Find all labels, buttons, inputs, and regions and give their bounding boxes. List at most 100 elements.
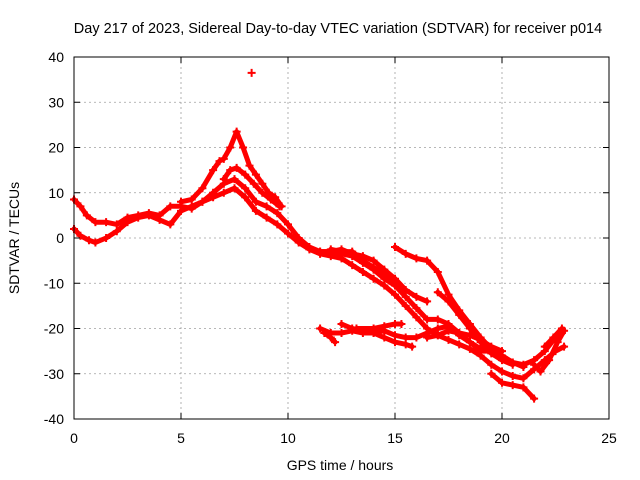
- data-point: [226, 143, 235, 152]
- data-point: [284, 220, 292, 229]
- data-point: [508, 360, 517, 369]
- x-tick-label: 25: [601, 430, 617, 446]
- data-point: [230, 184, 239, 193]
- data-point: [177, 206, 185, 215]
- data-point: [465, 344, 474, 353]
- series-line: [71, 176, 565, 368]
- data-point: [337, 329, 346, 338]
- data-point: [476, 335, 485, 344]
- series-track-12: [352, 319, 406, 333]
- data-point: [444, 290, 453, 299]
- data-point: [262, 202, 271, 211]
- data-point: [123, 218, 132, 227]
- data-point: [397, 283, 406, 292]
- data-point: [369, 263, 378, 272]
- data-point: [444, 326, 453, 335]
- series-track-2: [70, 184, 569, 383]
- data-point: [84, 236, 93, 245]
- data-point: [249, 179, 258, 188]
- data-point: [76, 202, 85, 211]
- data-point: [412, 254, 421, 263]
- data-point: [423, 256, 432, 265]
- data-point: [251, 197, 260, 206]
- series-track-7: [391, 243, 528, 371]
- data-point: [487, 369, 496, 378]
- data-point: [241, 170, 250, 179]
- data-point: [258, 188, 267, 197]
- data-point: [232, 127, 241, 136]
- data-point: [273, 220, 282, 229]
- data-point: [476, 351, 485, 360]
- grid-lines: [74, 57, 609, 419]
- data-point: [91, 218, 100, 227]
- data-point: [391, 290, 399, 299]
- data-point: [76, 231, 85, 240]
- data-point: [498, 353, 506, 362]
- data-point: [487, 360, 496, 369]
- data-point: [433, 288, 442, 297]
- data-series: [70, 68, 569, 403]
- series-track-4: [219, 163, 284, 211]
- x-tick-label: 10: [280, 430, 296, 446]
- data-point: [369, 274, 378, 283]
- data-point: [545, 356, 554, 365]
- data-point: [401, 286, 410, 295]
- data-point: [530, 394, 539, 403]
- data-point: [102, 218, 111, 227]
- data-point: [433, 267, 442, 276]
- data-point: [380, 281, 389, 290]
- x-axis-ticks: 0 5 10 15 20 25: [70, 57, 617, 446]
- data-point: [247, 68, 256, 77]
- data-point: [326, 245, 335, 254]
- data-point: [553, 338, 562, 347]
- data-point: [273, 209, 282, 218]
- data-point: [337, 319, 346, 328]
- data-point: [112, 220, 121, 229]
- y-tick-label: 0: [56, 230, 64, 246]
- x-tick-label: 20: [494, 430, 510, 446]
- y-axis-ticks: -40 -30 -20 -10 0 10 20 30 40: [44, 49, 609, 427]
- data-point: [316, 247, 325, 256]
- data-point: [380, 322, 389, 331]
- y-tick-label: -20: [44, 321, 64, 337]
- chart-title: Day 217 of 2023, Sidereal Day-to-day VTE…: [74, 21, 602, 37]
- data-point: [519, 362, 528, 371]
- data-point: [348, 247, 357, 256]
- data-point: [241, 193, 250, 202]
- series-track-10: [320, 329, 340, 347]
- data-point: [258, 179, 267, 188]
- data-point: [465, 338, 474, 347]
- y-axis-label: SDTVAR / TECUs: [6, 182, 22, 294]
- data-point: [444, 335, 453, 344]
- data-point: [219, 188, 228, 197]
- data-point: [498, 378, 506, 387]
- data-point: [102, 234, 111, 242]
- data-point: [391, 243, 399, 252]
- data-point: [433, 324, 442, 333]
- data-point: [348, 261, 357, 270]
- data-point: [112, 227, 121, 236]
- series-track-16: [540, 324, 566, 351]
- data-point: [519, 383, 528, 392]
- data-point: [380, 270, 389, 279]
- data-point: [380, 333, 389, 342]
- y-tick-label: 40: [48, 49, 64, 65]
- data-point: [498, 347, 506, 356]
- data-point: [412, 313, 421, 322]
- y-tick-label: -40: [44, 411, 64, 427]
- data-point: [215, 157, 224, 166]
- data-point: [219, 175, 228, 184]
- data-point: [358, 267, 367, 276]
- data-point: [444, 297, 453, 306]
- data-point: [305, 245, 314, 254]
- data-point: [219, 154, 228, 163]
- x-axis-label: GPS time / hours: [287, 457, 394, 473]
- data-point: [412, 333, 421, 342]
- series-track-13: [423, 326, 506, 356]
- x-tick-label: 0: [70, 430, 78, 446]
- data-point: [245, 161, 254, 170]
- x-tick-label: 15: [387, 430, 403, 446]
- data-point: [369, 324, 378, 333]
- data-point: [209, 193, 218, 202]
- data-point: [337, 254, 346, 263]
